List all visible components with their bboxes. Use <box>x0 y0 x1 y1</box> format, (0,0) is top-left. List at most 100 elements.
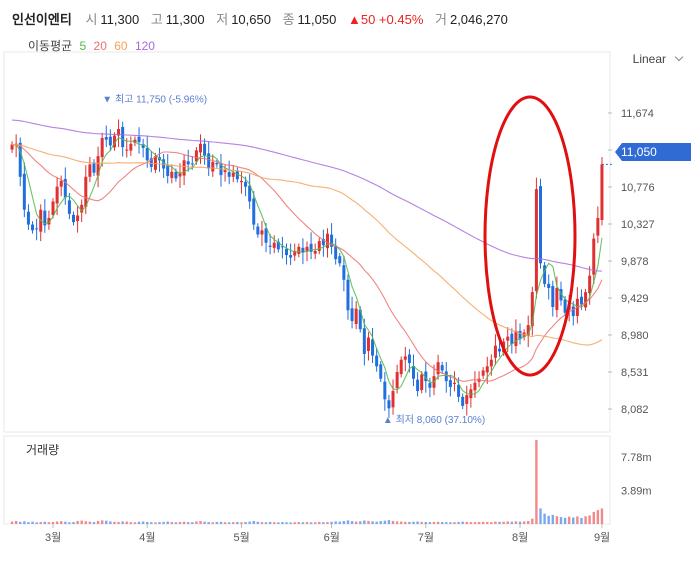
volume-bar <box>236 521 239 524</box>
x-tick-label: 5월 <box>233 531 249 544</box>
candle <box>461 396 465 406</box>
volume-bar <box>289 522 292 524</box>
candle <box>182 160 186 176</box>
candle <box>452 382 456 384</box>
candle <box>350 308 354 321</box>
volume-panel-frame <box>3 435 611 525</box>
volume-bar <box>584 516 587 524</box>
candle <box>256 226 260 235</box>
volume-bar <box>211 522 214 524</box>
volume-bar <box>223 522 227 524</box>
volume-bar <box>133 522 137 524</box>
candle <box>588 275 592 294</box>
candle <box>534 189 538 292</box>
volume-bar <box>39 522 42 524</box>
candle <box>47 217 51 225</box>
candle <box>125 149 129 151</box>
volume-bar <box>256 521 260 524</box>
open-label: 시 <box>85 12 98 27</box>
candle <box>174 171 178 179</box>
volume-bar <box>313 522 317 524</box>
candle <box>600 164 604 220</box>
volume-bar <box>68 522 71 524</box>
volume-bar <box>514 521 518 524</box>
candle <box>325 233 329 249</box>
moving-average-legend[interactable]: 이동평균 5 20 60 120 <box>28 37 159 54</box>
candle <box>223 170 227 173</box>
y-tick-label: 11,674 <box>621 108 654 120</box>
volume-bar <box>137 521 141 524</box>
volume-bar <box>207 522 210 524</box>
candle <box>231 172 235 177</box>
volume-bar <box>10 521 14 524</box>
volume-bar <box>297 522 301 524</box>
volume-bar <box>84 521 87 524</box>
candle <box>215 162 219 165</box>
volume-bar <box>588 515 591 524</box>
candle <box>485 366 489 373</box>
candle <box>84 176 88 207</box>
volume-label: 거 <box>435 12 447 27</box>
candle <box>76 215 80 222</box>
candle <box>166 165 170 176</box>
candle <box>71 214 75 223</box>
candle <box>428 383 432 388</box>
volume-bar <box>559 517 563 524</box>
volume-bar <box>244 522 247 524</box>
candle <box>399 359 403 375</box>
ma60-legend[interactable]: 60 <box>114 39 128 53</box>
ma120-legend[interactable]: 120 <box>134 39 155 53</box>
candle <box>289 255 293 258</box>
candle <box>190 163 194 165</box>
ma20-legend[interactable]: 20 <box>93 39 107 53</box>
candle <box>149 158 153 167</box>
volume-bar <box>404 521 407 524</box>
x-tick-label: 7월 <box>418 531 434 544</box>
candle <box>584 292 588 308</box>
volume-bar <box>88 521 92 524</box>
scale-selector[interactable]: Linear <box>632 52 666 66</box>
candle <box>444 371 448 382</box>
volume-bar <box>227 522 231 524</box>
candle <box>121 126 125 148</box>
candle <box>198 143 202 153</box>
volume-bar <box>473 522 477 524</box>
volume-bar <box>191 522 194 524</box>
volume-bar <box>326 522 329 524</box>
volume-bar <box>72 522 75 524</box>
volume-bar <box>117 521 120 524</box>
candle <box>96 156 100 176</box>
low-annotation: ▲ 최저 8,060 (37.10%) <box>383 414 485 426</box>
candle <box>440 365 444 371</box>
volume-bar <box>477 522 481 524</box>
candle <box>26 211 30 225</box>
high-label: 고 <box>150 12 163 27</box>
candle <box>362 328 366 354</box>
volume-bar <box>563 517 567 524</box>
volume-bar <box>92 522 96 524</box>
volume-bar <box>408 521 411 524</box>
candle <box>305 246 309 252</box>
volume-bar <box>506 521 509 524</box>
x-tick-label: 8월 <box>512 531 528 544</box>
volume-bar <box>125 521 128 524</box>
volume-bar <box>182 521 186 524</box>
ma60-line <box>12 144 603 346</box>
volume-bar <box>154 522 157 524</box>
ma5-legend[interactable]: 5 <box>79 39 87 53</box>
volume-bar <box>363 520 366 524</box>
volume-bar <box>273 522 276 524</box>
candle <box>280 246 284 248</box>
volume-bar <box>547 515 550 524</box>
volume-bar <box>100 520 104 524</box>
y-tick-label: 8,082 <box>621 404 649 416</box>
volume-bar <box>518 521 522 524</box>
volume-bar <box>260 522 264 524</box>
volume-bar <box>47 522 51 524</box>
volume-bar <box>113 521 116 524</box>
candle <box>346 279 350 311</box>
y-tick-label: 10,776 <box>621 182 655 194</box>
volume-bar <box>400 521 403 524</box>
candle <box>473 382 477 391</box>
